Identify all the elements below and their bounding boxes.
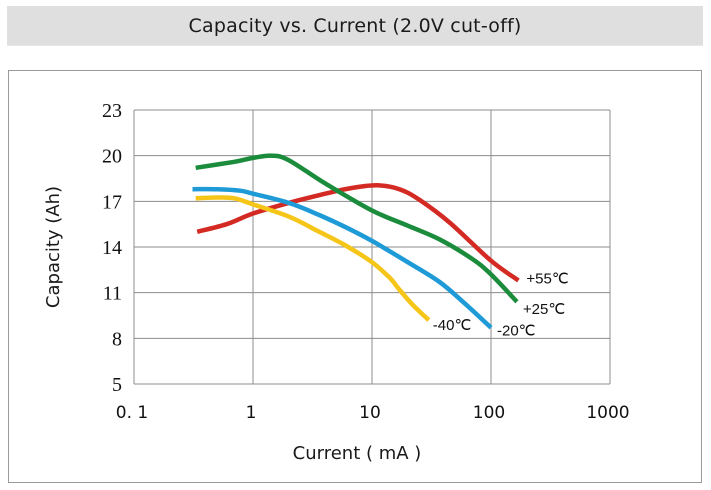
x-tick-label: 10: [359, 403, 381, 423]
y-axis-label: Capacity (Ah): [43, 186, 64, 308]
x-tick-label: 1: [246, 403, 257, 423]
y-tick-label: 14: [102, 237, 122, 259]
x-tick-label: 1000: [586, 403, 629, 423]
x-tick-label: 100: [473, 403, 505, 423]
y-tick-label: 11: [103, 283, 122, 305]
y-tick-labels: 5 8 11 14 17 20 23: [102, 100, 122, 396]
y-tick-label: 8: [112, 328, 122, 350]
series-line: [195, 195, 431, 322]
series-line: [196, 183, 520, 283]
series-labels: +55℃ +25℃ -20℃ -40℃: [433, 270, 569, 339]
y-tick-label: 5: [112, 374, 122, 396]
chart-title: Capacity vs. Current (2.0V cut-off): [188, 14, 522, 37]
chart-title-bar: Capacity vs. Current (2.0V cut-off): [7, 6, 703, 46]
series-label: +55℃: [526, 270, 568, 287]
series-label: -20℃: [497, 323, 536, 340]
x-tick-labels: 0. 1 1 10 100 1000: [116, 403, 630, 423]
series-label: +25℃: [523, 301, 565, 318]
y-tick-label: 17: [102, 191, 122, 213]
series-lines: [192, 153, 520, 330]
series-line: [195, 153, 519, 304]
x-axis-label: Current ( mA ): [293, 443, 422, 464]
x-tick-label: 0. 1: [116, 403, 148, 423]
chart-frame: [8, 70, 702, 483]
series-line: [192, 186, 493, 330]
y-tick-label: 20: [102, 146, 122, 168]
series-label: -40℃: [433, 317, 472, 334]
grid: [133, 109, 611, 385]
y-tick-label: 23: [102, 100, 122, 122]
